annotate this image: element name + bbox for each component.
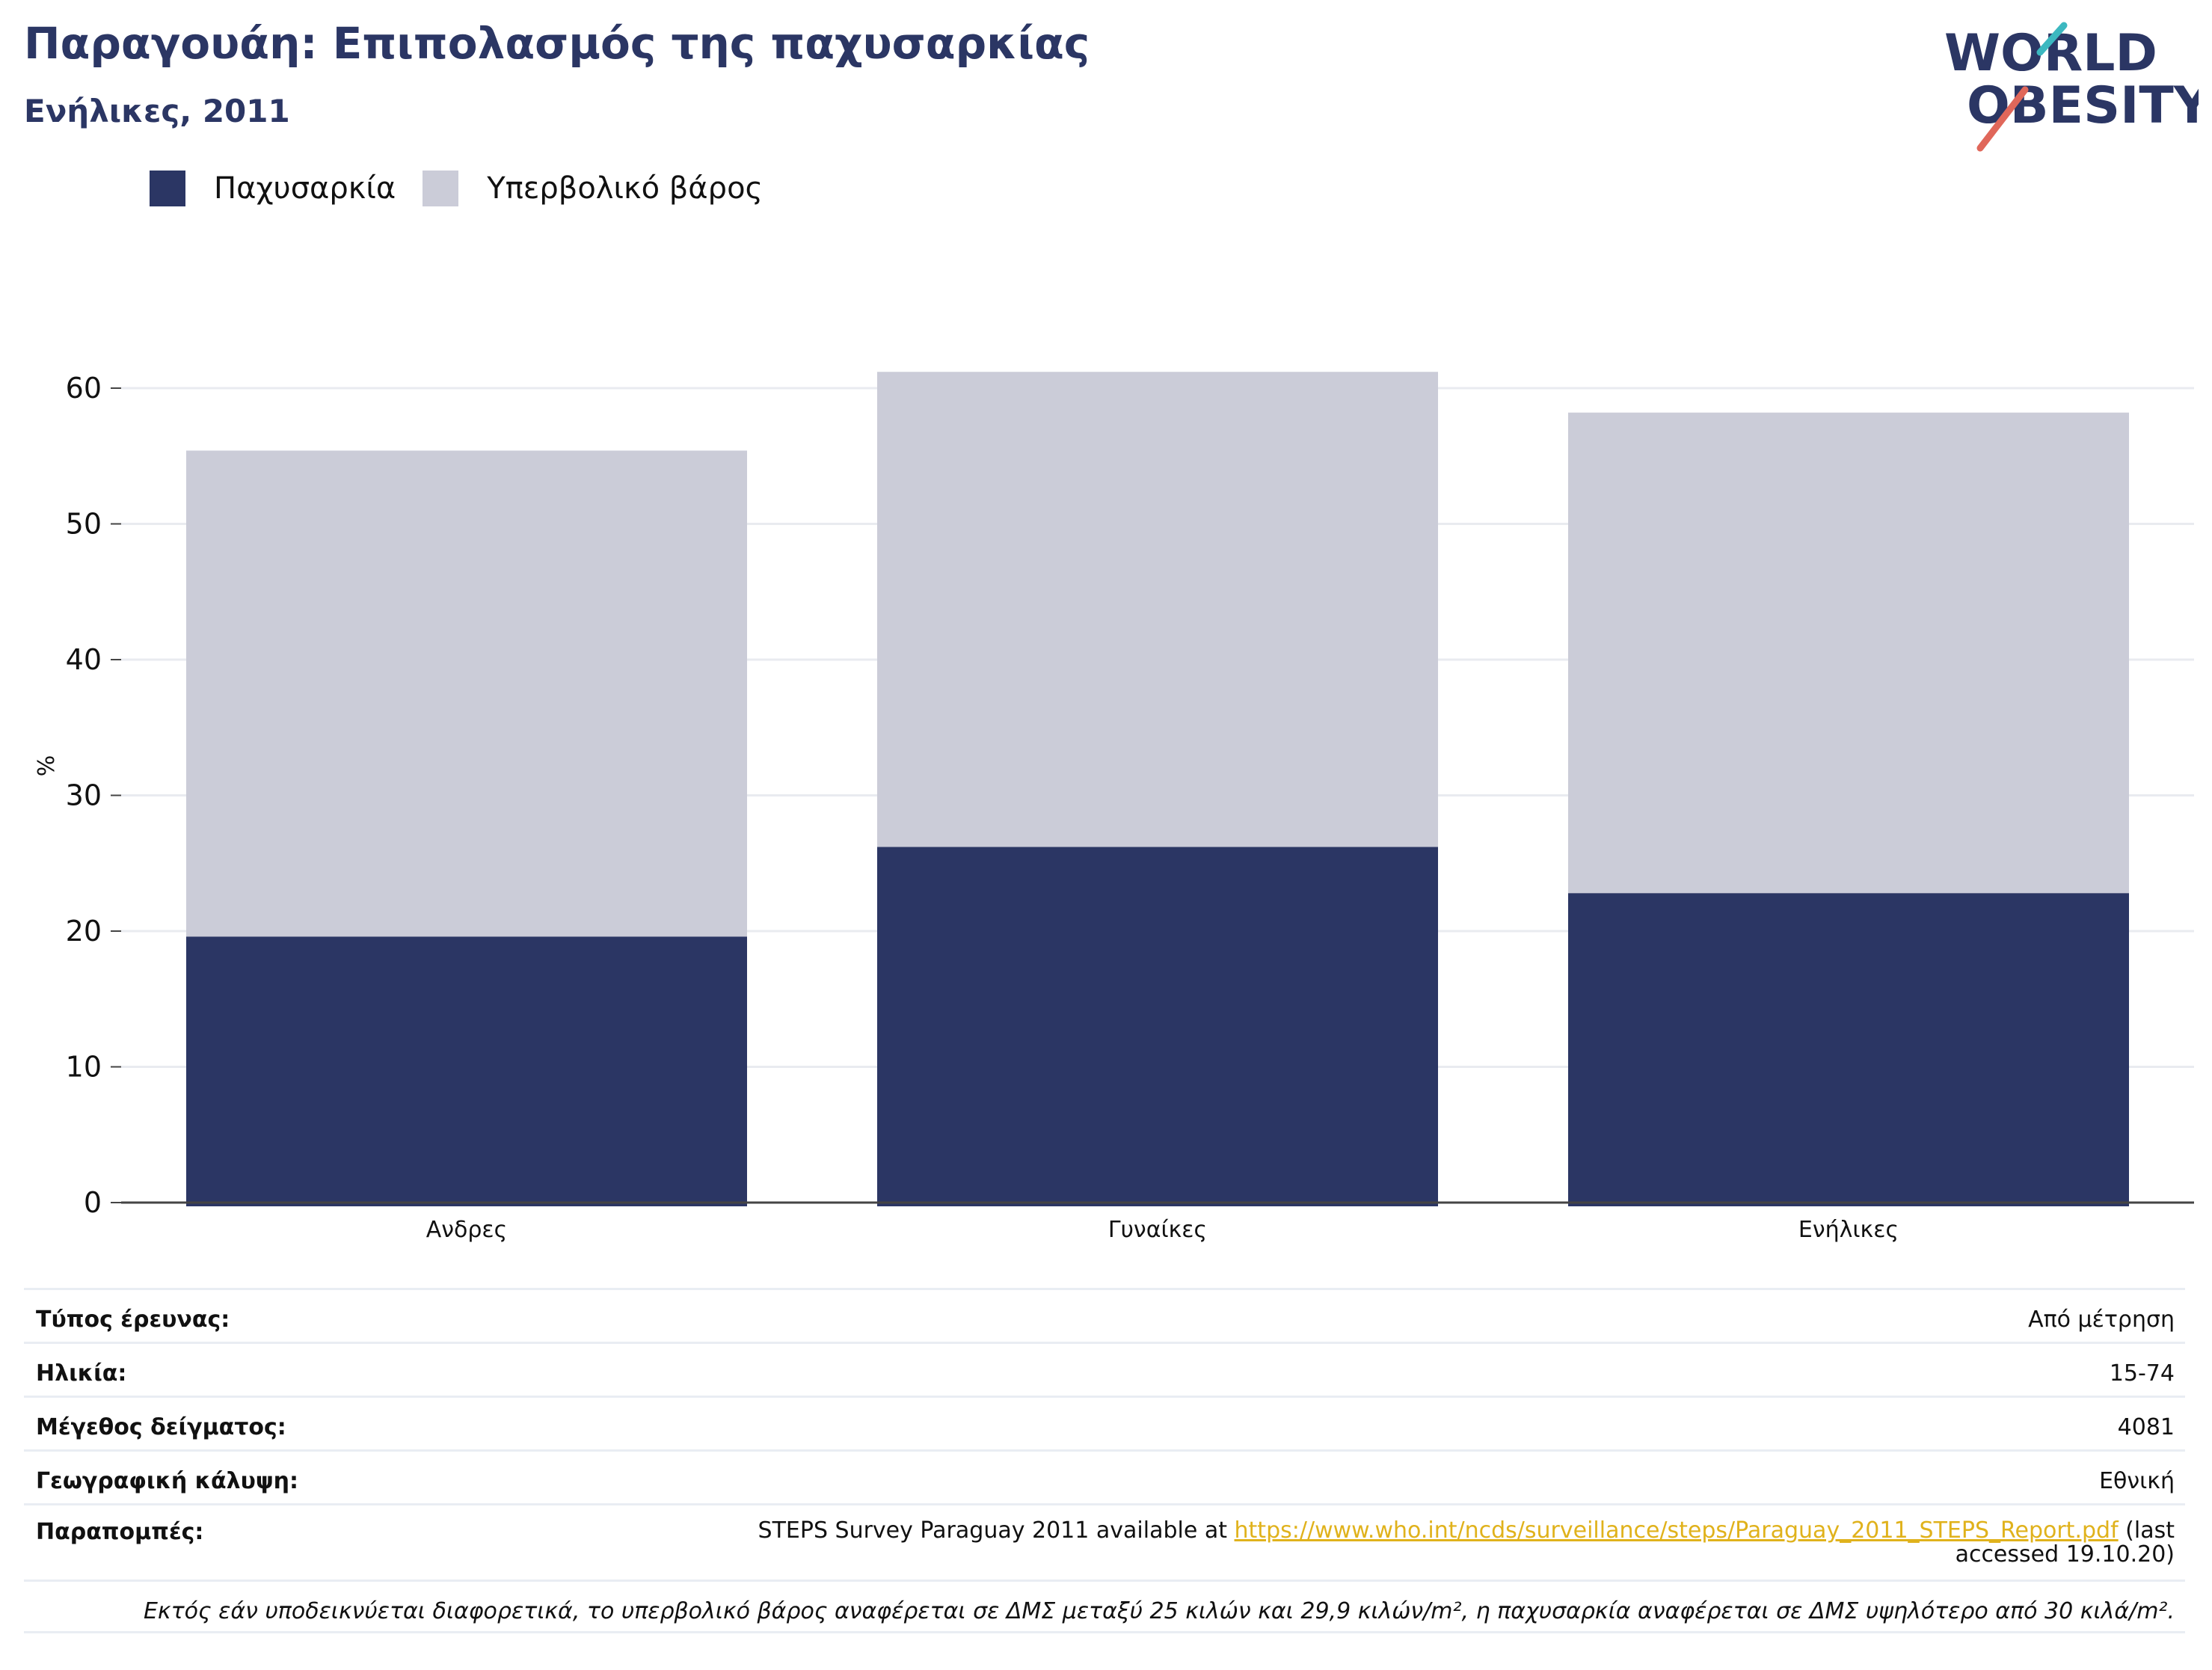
legend-swatch-obesity (150, 171, 185, 206)
legend-swatch-overweight (423, 171, 459, 206)
references-link[interactable]: https://www.who.int/ncds/surveillance/st… (1234, 1517, 2119, 1544)
y-tick-label: 0 (84, 1186, 102, 1219)
survey-info-table: Τύπος έρευνας: Από μέτρηση Ηλικία: 15-74… (24, 1288, 2185, 1633)
legend-label-overweight: Υπερβολικό βάρος (487, 171, 764, 206)
x-tick-label: Ενήλικες (1798, 1217, 1899, 1243)
axis-layer: 0 10 20 30 40 50 60 Ανδρες Γυναίκες Ενήλικες (66, 372, 2194, 1243)
logo-teal-slash (2036, 22, 2068, 56)
stacked-bar-chart: 0 10 20 30 40 50 60 Ανδρες Γυναίκες Ενήλικες % (34, 372, 2194, 1243)
bar-layer (186, 372, 2129, 1206)
y-tick-label: 60 (66, 372, 102, 405)
info-row-coverage: Γεωγραφική κάλυψη: Εθνική (24, 1449, 2185, 1503)
coverage-label: Γεωγραφική κάλυψη: (36, 1468, 299, 1494)
coverage-value: Εθνική (2099, 1468, 2175, 1494)
legend-item-obesity: Παχυσαρκία (150, 171, 396, 206)
info-row-age: Ηλικία: 15-74 (24, 1342, 2185, 1396)
logo-text-line1: WORLD (1944, 24, 2157, 83)
y-tick-label: 30 (66, 779, 102, 812)
references-prefix: STEPS Survey Paraguay 2011 available at (758, 1517, 1235, 1544)
x-tick-label: Γυναίκες (1108, 1217, 1207, 1243)
x-tick-label: Ανδρες (426, 1217, 508, 1243)
logo-text-line2: OBESITY (1967, 76, 2199, 135)
bar-overweight (1568, 412, 2129, 894)
sample-size-label: Μέγεθος δείγματος: (36, 1414, 286, 1440)
survey-type-value: Από μέτρηση (2028, 1307, 2175, 1333)
info-row-sample-size: Μέγεθος δείγματος: 4081 (24, 1396, 2185, 1449)
y-tick-label: 50 (66, 508, 102, 541)
sample-size-value: 4081 (2117, 1414, 2175, 1440)
page-subtitle: Ενήλικες, 2011 (24, 93, 290, 129)
info-row-references: Παραπομπές: STEPS Survey Paraguay 2011 a… (24, 1503, 2185, 1580)
info-row-survey-type: Τύπος έρευνας: Από μέτρηση (24, 1288, 2185, 1342)
world-obesity-logo: WORLD OBESITY (1944, 22, 2199, 152)
footnote: Εκτός εάν υποδεικνύεται διαφορετικά, το … (24, 1580, 2185, 1633)
y-tick-label: 40 (66, 643, 102, 676)
page-title: Παραγουάη: Επιπολασμός της παχυσαρκίας (24, 18, 1090, 69)
bar-overweight (186, 450, 747, 937)
bar-overweight (877, 372, 1438, 847)
bar-obesity (877, 847, 1438, 1206)
age-value: 15-74 (2109, 1360, 2175, 1387)
chart-legend: Παχυσαρκία Υπερβολικό βάρος (150, 171, 790, 206)
y-axis-label: % (34, 755, 60, 777)
age-label: Ηλικία: (36, 1360, 127, 1387)
logo-coral-slash (1976, 86, 2029, 152)
y-tick-label: 10 (66, 1051, 102, 1084)
references-value: STEPS Survey Paraguay 2011 available at … (679, 1519, 2175, 1567)
references-suffix: (last accessed 19.10.20) (1955, 1517, 2175, 1568)
survey-type-label: Τύπος έρευνας: (36, 1307, 230, 1333)
bar-obesity (1568, 893, 2129, 1206)
references-label: Παραπομπές: (36, 1519, 204, 1545)
bar-obesity (186, 936, 747, 1206)
legend-label-obesity: Παχυσαρκία (214, 171, 396, 206)
legend-item-overweight: Υπερβολικό βάρος (423, 171, 763, 206)
y-tick-label: 20 (66, 915, 102, 948)
